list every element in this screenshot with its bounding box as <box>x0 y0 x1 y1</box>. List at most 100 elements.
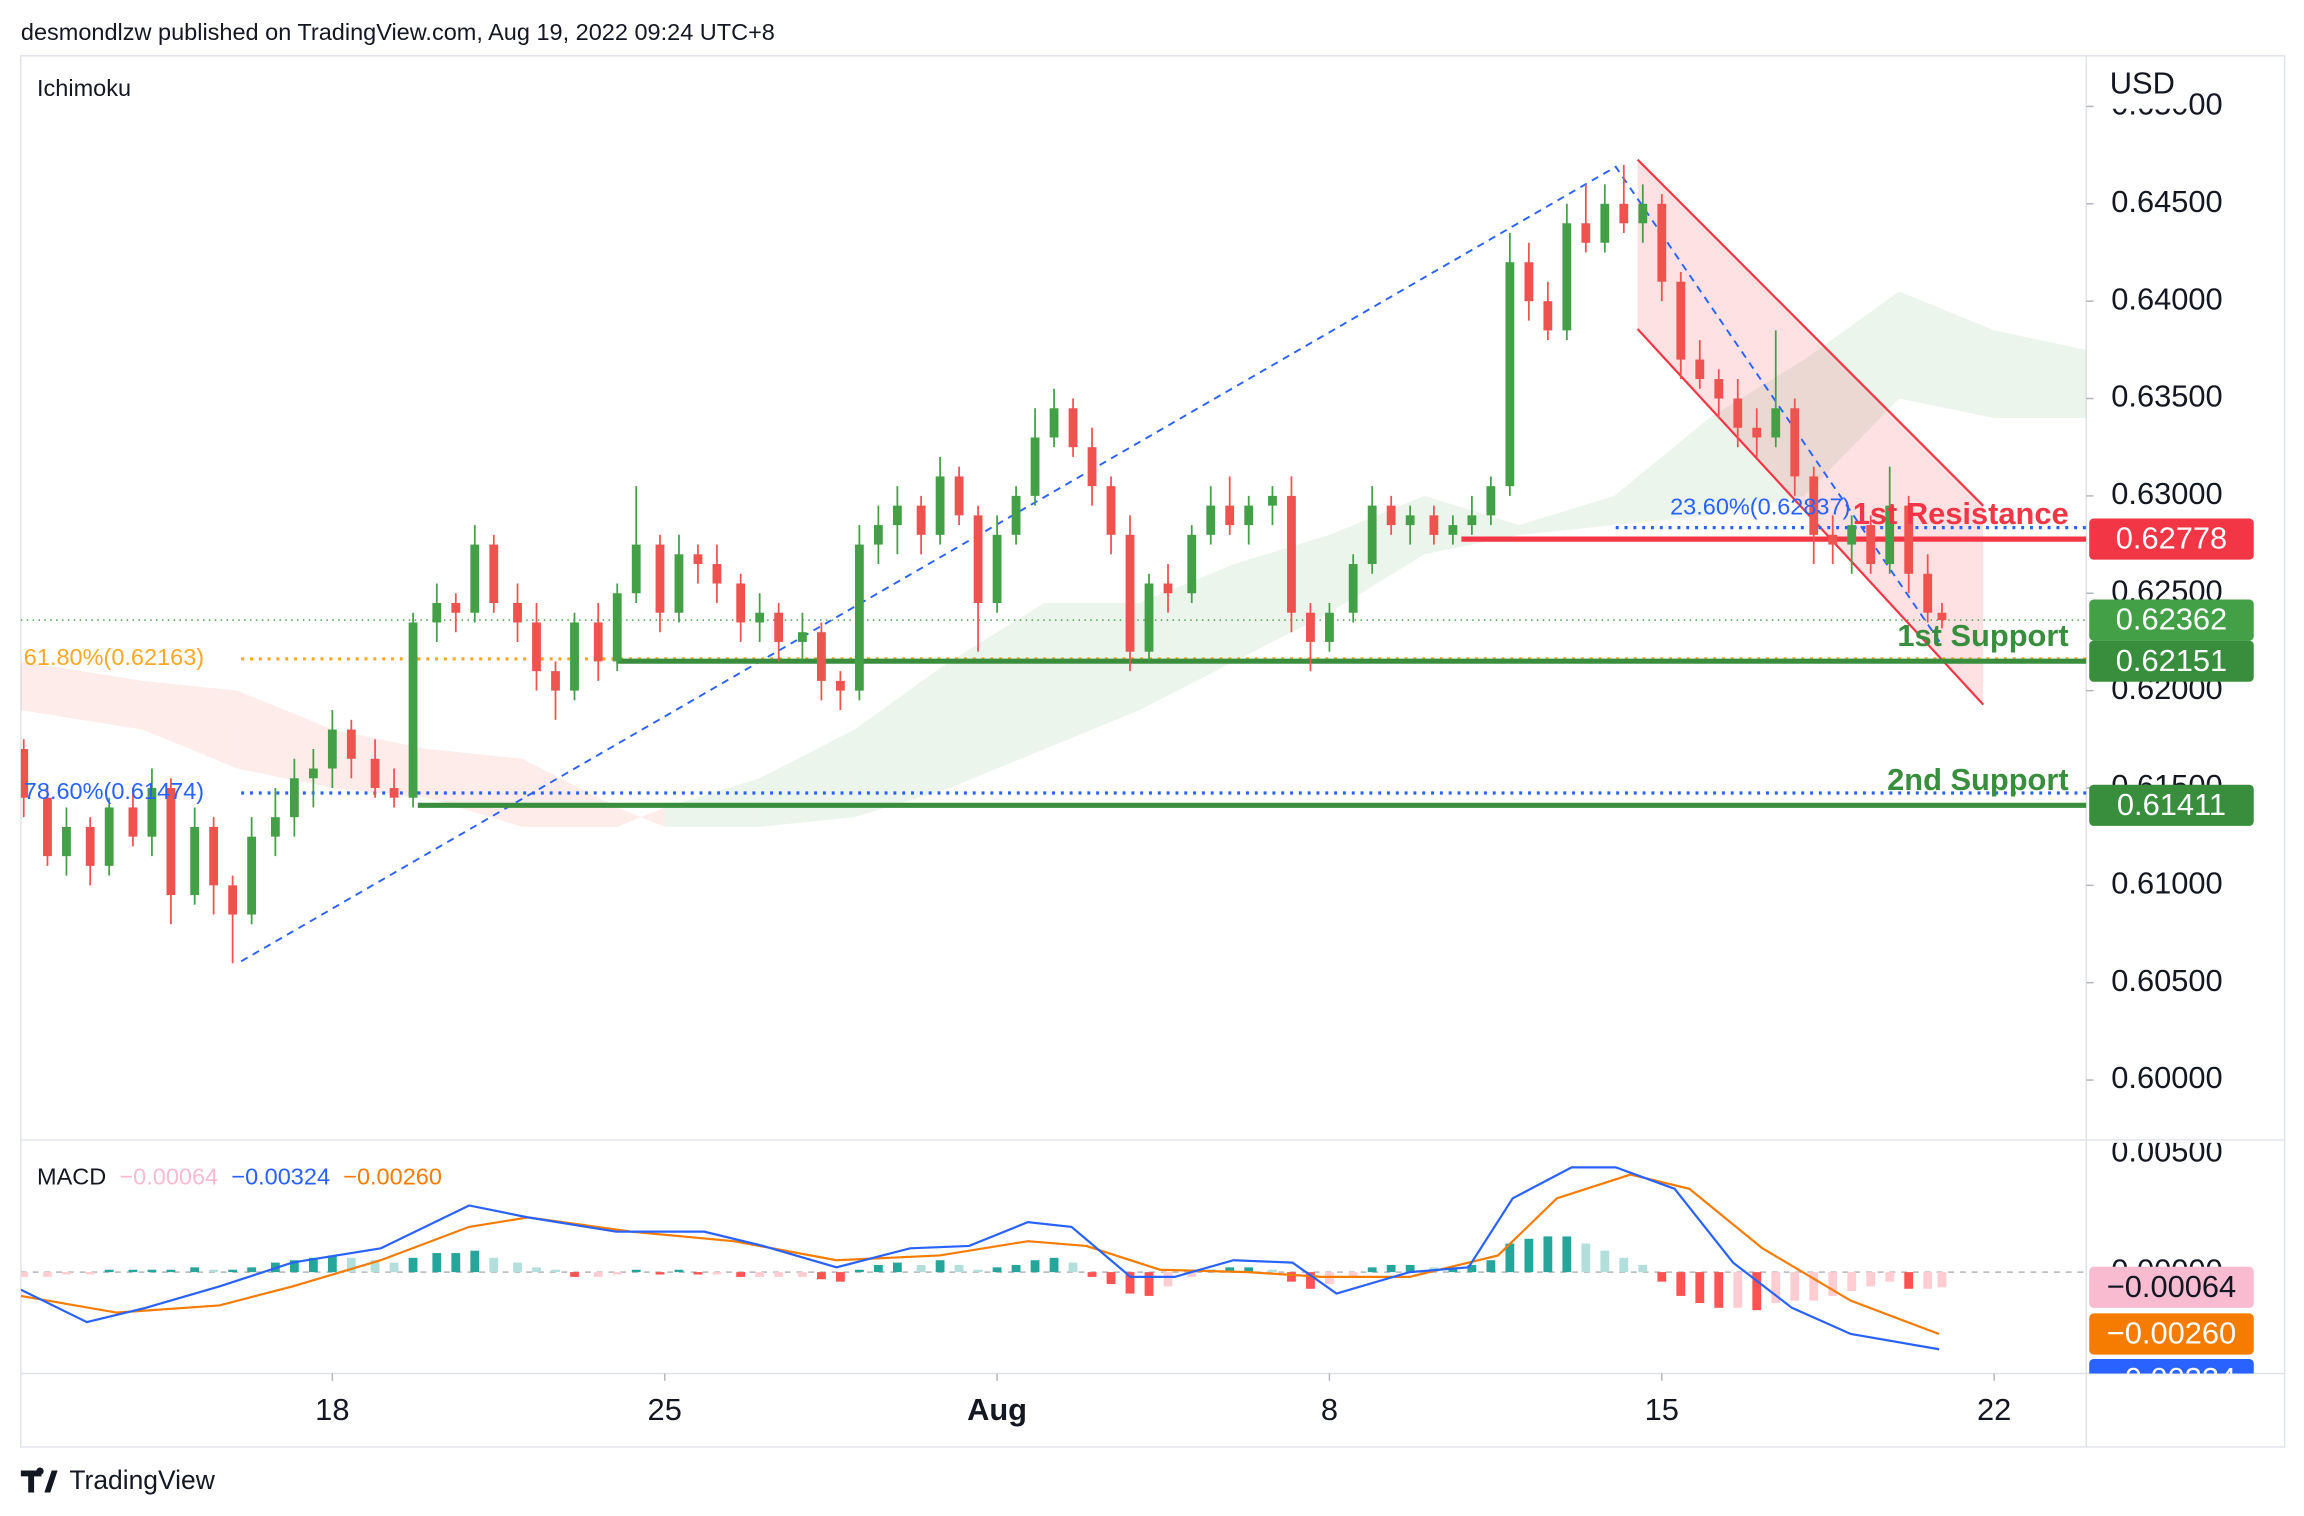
candle-body <box>451 602 461 613</box>
candle-body <box>1676 281 1686 360</box>
x-tick-label: Aug <box>967 1392 1027 1427</box>
candle-body <box>247 836 257 915</box>
macd-histogram-bar <box>1505 1243 1515 1273</box>
candle-body <box>1714 379 1724 399</box>
candle-body <box>470 544 480 613</box>
macd-histogram-bar <box>370 1260 380 1273</box>
macd-histogram-bar <box>1937 1272 1947 1288</box>
cloud <box>20 661 143 730</box>
candle-body <box>408 622 418 798</box>
candle-body <box>20 749 29 798</box>
candle-body <box>551 671 560 691</box>
candle-body <box>1543 301 1553 331</box>
candle-body <box>992 534 1002 603</box>
macd-histogram-bar <box>1619 1257 1629 1273</box>
price-axis: 0.600000.605000.610000.615000.620000.625… <box>2086 87 2254 1095</box>
price-tag-label: 0.61411 <box>2117 787 2226 822</box>
macd-histogram-bar <box>1524 1238 1534 1273</box>
candle-body <box>166 787 176 896</box>
candle-body <box>873 525 883 545</box>
candle-body <box>1790 408 1800 477</box>
macd-histogram-bar <box>916 1264 926 1273</box>
macd-histogram-bar <box>835 1272 845 1282</box>
candle-body <box>1771 408 1781 438</box>
x-tick-label: 8 <box>1321 1392 1338 1427</box>
header: desmondlzw published on TradingView.com,… <box>21 19 775 45</box>
candle-body <box>1866 525 1876 565</box>
macd-histogram-bar <box>532 1267 541 1273</box>
level-label: 1st Resistance <box>1853 496 2069 531</box>
macd-histogram-bar <box>816 1272 826 1280</box>
candle-body <box>612 593 622 662</box>
candle-body <box>1562 223 1572 331</box>
macd-histogram-bar <box>209 1269 219 1273</box>
candle-body <box>1904 505 1914 574</box>
candle-body <box>1448 525 1458 535</box>
candle-body <box>1619 203 1629 224</box>
candle-body <box>85 826 95 866</box>
trend-line <box>240 165 1944 963</box>
macd-histogram-bar <box>513 1262 522 1273</box>
macd-histogram-bar <box>1923 1272 1933 1289</box>
candle-body <box>489 544 499 603</box>
price-tag <box>2089 640 2254 682</box>
macd-histogram-bar <box>1049 1257 1059 1273</box>
macd-histogram-bar <box>1771 1272 1781 1304</box>
macd-legend: MACD <box>37 1163 106 1189</box>
macd-histogram-bar <box>1244 1267 1254 1273</box>
candle-body <box>190 826 200 896</box>
brand-logo <box>20 1467 58 1493</box>
macd-histogram-bar <box>85 1272 95 1275</box>
macd-histogram-bar <box>774 1272 784 1277</box>
candle-body <box>308 768 318 779</box>
macd-histogram-bar <box>854 1269 864 1273</box>
macd-histogram-bar <box>631 1269 641 1273</box>
macd-histogram-bar <box>1581 1243 1591 1273</box>
macd-histogram-bar <box>1325 1272 1334 1285</box>
candle-body <box>1030 437 1040 496</box>
candle-body <box>570 622 579 691</box>
macd-histogram-bar <box>308 1257 318 1273</box>
macd-histogram-bar <box>43 1272 52 1277</box>
macd-axis: 0.000000.00500−0.00064−0.00260−0.00324 <box>2089 1143 2254 1374</box>
candle-body <box>1144 583 1154 652</box>
channel-fill <box>1637 159 1984 705</box>
candle-body <box>1386 505 1396 526</box>
candle-body <box>1348 564 1358 613</box>
candle-body <box>693 554 703 565</box>
macd-histogram-bar <box>1011 1264 1021 1273</box>
macd-histogram-bar <box>247 1267 257 1273</box>
channel-line <box>1636 158 1985 507</box>
macd-histogram-bar <box>1562 1236 1572 1273</box>
indicator-label: Ichimoku <box>37 75 131 101</box>
macd-histogram-bar <box>190 1267 200 1273</box>
candle-body <box>1828 534 1838 545</box>
candle-body <box>1600 203 1610 243</box>
price-tag <box>2089 599 2254 641</box>
candle-body <box>935 476 945 535</box>
macd-histogram-bar <box>593 1272 603 1277</box>
fib-label: 23.60%(0.62837) <box>1670 494 1850 520</box>
candle-body <box>1581 223 1591 243</box>
cloud <box>1044 602 1140 750</box>
macd-histogram-bar <box>1828 1272 1838 1296</box>
cloud <box>332 729 428 798</box>
candle-body <box>1695 359 1705 380</box>
cloud <box>237 690 333 788</box>
candle-body <box>1367 505 1377 565</box>
candle-body <box>816 632 826 681</box>
x-tick-label: 25 <box>648 1392 682 1427</box>
candle-body <box>1011 495 1021 535</box>
candle-body <box>1752 427 1762 438</box>
macd-histogram-bar <box>1125 1272 1135 1294</box>
candle-body <box>712 564 722 584</box>
macd-histogram-bar <box>1087 1272 1097 1277</box>
candle-body <box>1206 505 1216 535</box>
macd-histogram-bar <box>289 1260 299 1273</box>
candle-body <box>370 758 380 788</box>
candle-body <box>209 826 219 886</box>
macd-histogram-bar <box>1467 1264 1477 1273</box>
